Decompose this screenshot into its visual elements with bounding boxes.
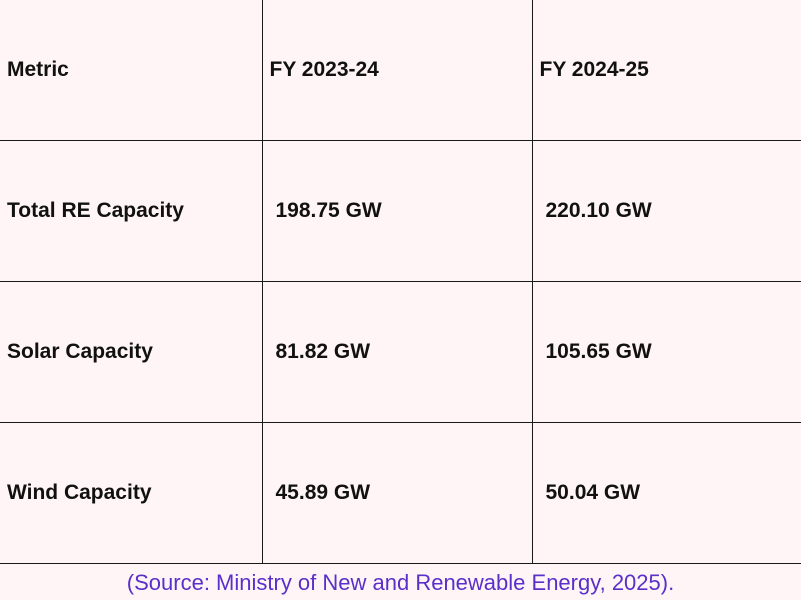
row-label-wind-capacity: Wind Capacity [0,422,263,564]
table-row: Total RE Capacity 198.75 GW 220.10 GW [0,140,801,282]
row-label-solar-capacity: Solar Capacity [0,281,263,423]
header-fy-2024-25: FY 2024-25 [531,0,801,141]
capacity-table-container: Metric FY 2023-24 FY 2024-25 Total RE Ca… [0,0,801,564]
cell-total-re-fy-2024-25: 220.10 GW [531,140,801,282]
table-row: Solar Capacity 81.82 GW 105.65 GW [0,281,801,423]
cell-total-re-fy-2023-24: 198.75 GW [261,140,533,282]
cell-solar-fy-2024-25: 105.65 GW [531,281,801,423]
table-header-row: Metric FY 2023-24 FY 2024-25 [0,0,801,141]
table-row: Wind Capacity 45.89 GW 50.04 GW [0,422,801,564]
header-metric: Metric [0,0,263,141]
capacity-table: Metric FY 2023-24 FY 2024-25 Total RE Ca… [0,0,801,564]
source-citation: (Source: Ministry of New and Renewable E… [126,570,675,595]
cell-wind-fy-2024-25: 50.04 GW [531,422,801,564]
cell-wind-fy-2023-24: 45.89 GW [261,422,533,564]
cell-solar-fy-2023-24: 81.82 GW [261,281,533,423]
header-fy-2023-24: FY 2023-24 [261,0,533,141]
row-label-total-re-capacity: Total RE Capacity [0,140,263,282]
